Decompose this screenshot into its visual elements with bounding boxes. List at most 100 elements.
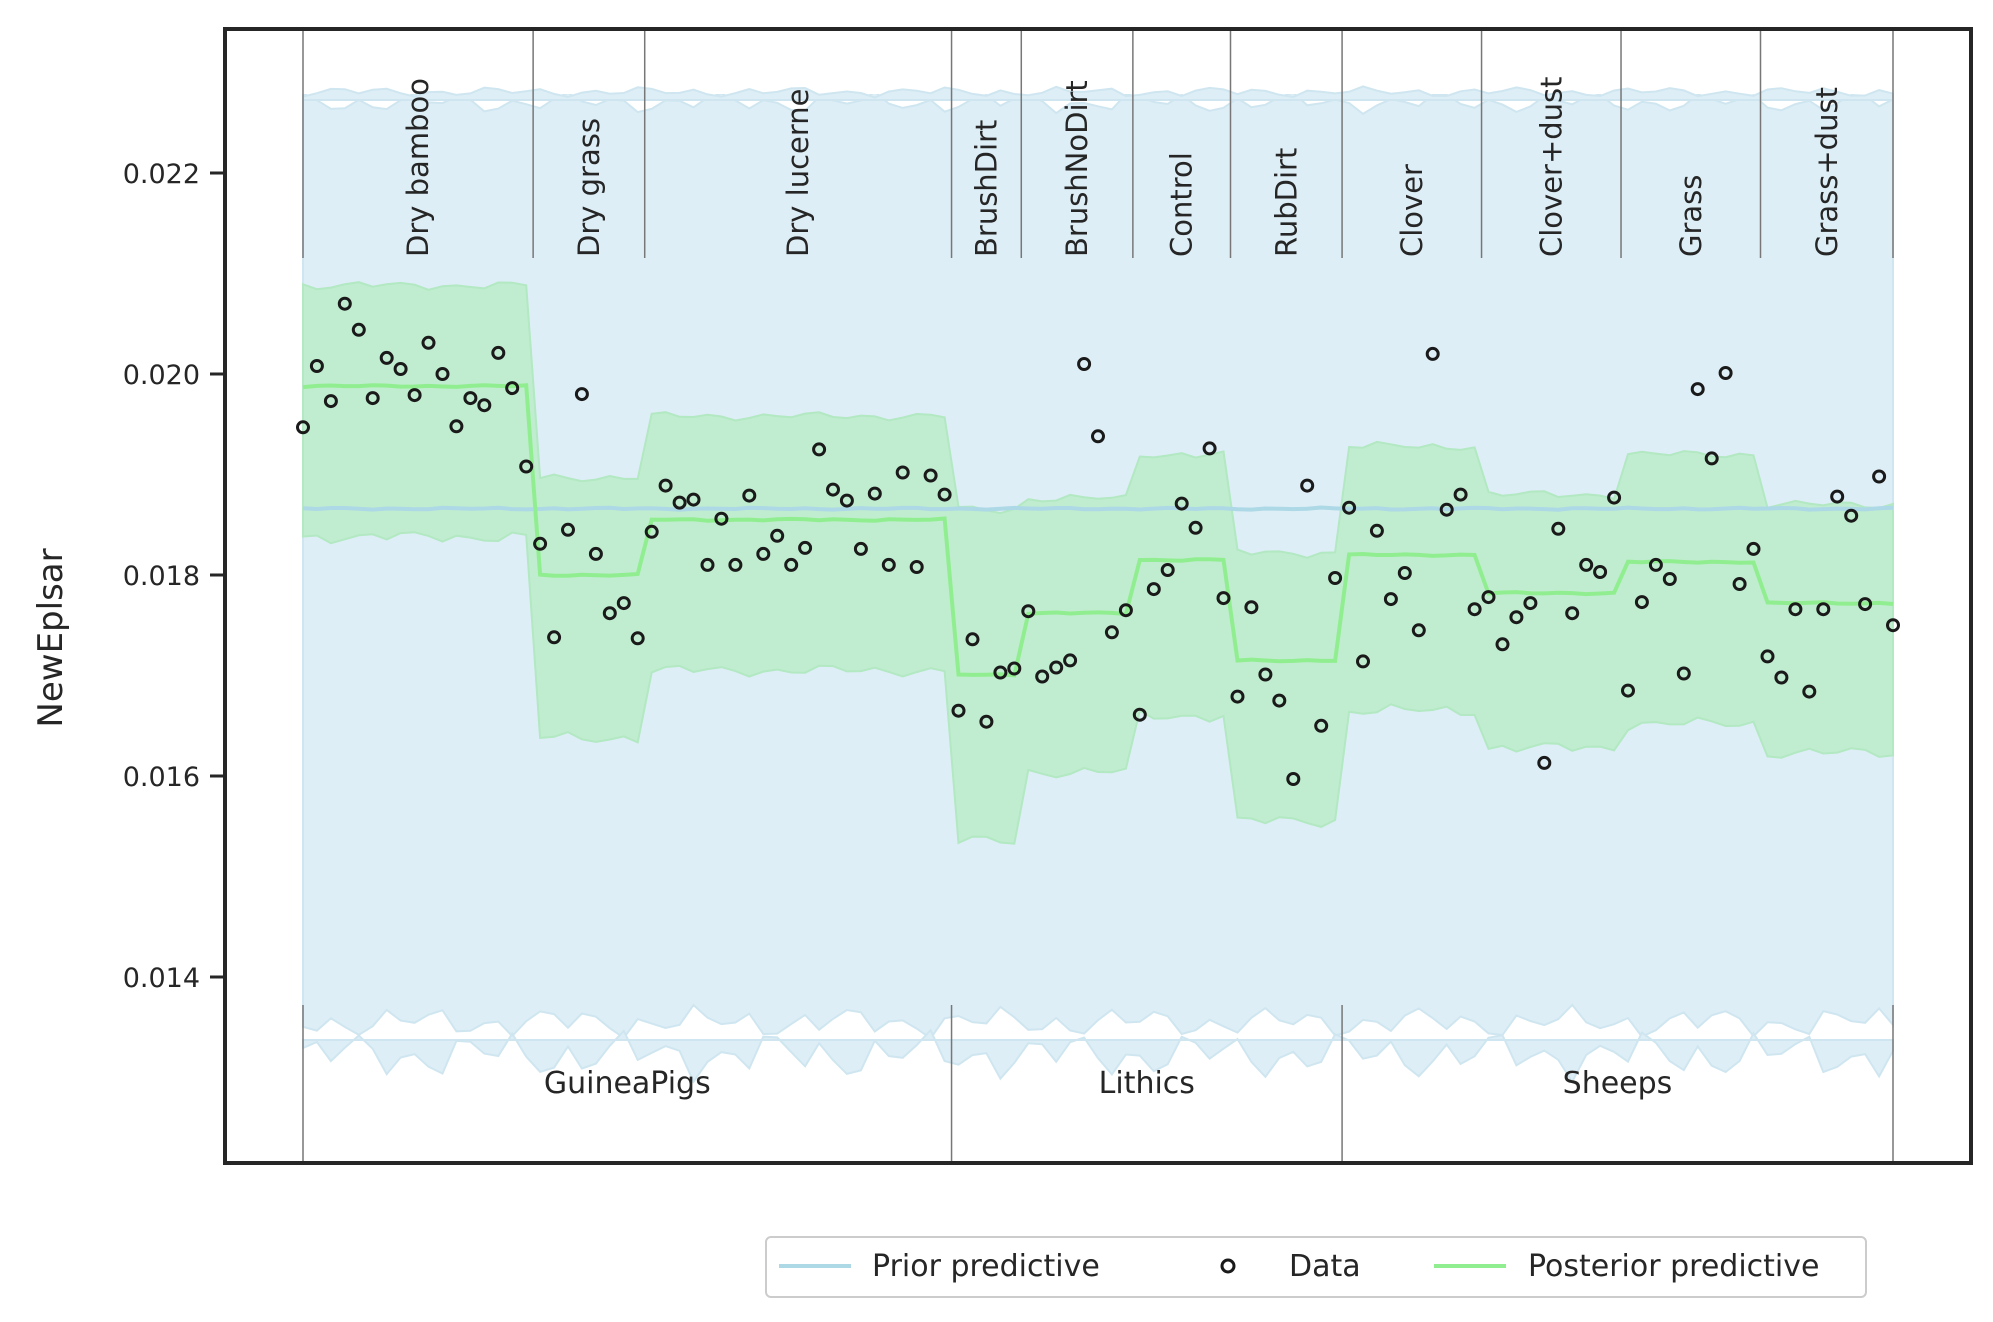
data-point bbox=[1690, 382, 1705, 397]
data-point bbox=[1411, 623, 1426, 638]
data-point bbox=[1676, 666, 1691, 681]
y-tick-label: 0.018 bbox=[123, 561, 200, 592]
data-point bbox=[881, 557, 896, 572]
y-tick-label: 0.020 bbox=[123, 360, 200, 391]
condition-label: BrushNoDirt bbox=[1060, 80, 1094, 257]
data-point bbox=[1607, 490, 1622, 505]
data-point bbox=[1314, 718, 1329, 733]
data-point bbox=[1369, 523, 1384, 538]
data-point bbox=[1146, 582, 1161, 597]
data-point bbox=[463, 391, 478, 406]
condition-label: RubDirt bbox=[1269, 148, 1303, 257]
condition-label: Dry lucerne bbox=[781, 89, 815, 258]
data-point bbox=[1300, 478, 1315, 493]
prior-band-bottom-edge bbox=[302, 1028, 1894, 1084]
data-point bbox=[1509, 610, 1524, 625]
group-label: Sheeps bbox=[1563, 1066, 1673, 1101]
legend-data-label: Data bbox=[1289, 1249, 1361, 1284]
data-point bbox=[1858, 597, 1873, 612]
data-point bbox=[435, 367, 450, 381]
data-point bbox=[1760, 649, 1775, 664]
data-point bbox=[1621, 683, 1635, 698]
data-point bbox=[519, 459, 534, 474]
data-point bbox=[1132, 707, 1147, 722]
data-point bbox=[1886, 618, 1900, 633]
data-point bbox=[1704, 451, 1719, 466]
data-point bbox=[1648, 557, 1663, 572]
data-point bbox=[1662, 572, 1677, 586]
data-point bbox=[1453, 487, 1468, 502]
legend: Prior predictive Data Posterior predicti… bbox=[765, 1236, 1867, 1298]
y-tick-label: 0.016 bbox=[123, 762, 200, 793]
condition-label: Control bbox=[1165, 152, 1199, 257]
data-point bbox=[533, 536, 548, 551]
data-point bbox=[1537, 755, 1552, 770]
data-point bbox=[700, 557, 715, 572]
data-point bbox=[1188, 520, 1203, 535]
data-point bbox=[993, 665, 1008, 680]
data-point bbox=[1551, 521, 1566, 536]
group-label: GuineaPigs bbox=[544, 1066, 711, 1101]
data-point bbox=[798, 540, 813, 555]
data-point bbox=[1356, 654, 1370, 669]
data-point bbox=[421, 335, 436, 350]
condition-label-layer: Dry bamboo Dry grass Dry lucerne BrushDirt B… bbox=[401, 76, 1844, 1101]
data-point bbox=[1593, 565, 1608, 579]
data-point bbox=[1202, 441, 1217, 456]
data-point bbox=[826, 482, 840, 497]
legend-data-marker bbox=[1220, 1258, 1236, 1274]
data-point bbox=[616, 596, 631, 611]
data-point bbox=[1481, 590, 1496, 605]
data-point bbox=[1258, 667, 1273, 682]
data-point bbox=[1718, 366, 1733, 380]
data-point bbox=[770, 528, 785, 543]
data-point bbox=[379, 350, 394, 365]
data-point bbox=[574, 387, 589, 402]
condition-label: Dry bamboo bbox=[401, 78, 435, 257]
data-point bbox=[672, 495, 687, 510]
posterior-predictive-band-layer bbox=[302, 281, 1894, 845]
data-point bbox=[1523, 596, 1538, 611]
condition-label: Clover+dust bbox=[1534, 76, 1568, 257]
data-point bbox=[393, 362, 408, 376]
data-point bbox=[1565, 606, 1580, 621]
y-tick-label: 0.022 bbox=[123, 159, 200, 190]
data-point bbox=[979, 714, 994, 729]
prior-predictive-line-layer bbox=[302, 505, 1894, 512]
data-point bbox=[1118, 603, 1133, 618]
condition-label: Clover bbox=[1395, 164, 1429, 257]
data-point bbox=[407, 388, 422, 403]
legend-prior-label: Prior predictive bbox=[872, 1249, 1100, 1284]
data-point bbox=[1439, 502, 1454, 517]
label-strip-cover-layer bbox=[227, 31, 1969, 1161]
data-point bbox=[365, 391, 380, 406]
data-point bbox=[351, 322, 366, 337]
legend-box bbox=[765, 1236, 1867, 1298]
data-point bbox=[1467, 602, 1482, 617]
data-point bbox=[547, 630, 562, 645]
condition-label: Grass+dust bbox=[1810, 87, 1844, 257]
data-point bbox=[756, 546, 771, 561]
data-point bbox=[1160, 563, 1175, 577]
data-point bbox=[1174, 496, 1189, 511]
data-point bbox=[1383, 592, 1398, 607]
condition-label: BrushDirt bbox=[969, 120, 1003, 257]
data-point bbox=[1007, 661, 1022, 676]
data-point bbox=[1732, 577, 1747, 591]
data-point bbox=[337, 296, 352, 311]
data-point bbox=[1872, 469, 1887, 484]
data-point bbox=[728, 557, 743, 572]
data-point bbox=[1230, 689, 1245, 704]
prior-predictive-line bbox=[302, 505, 1894, 512]
data-point bbox=[951, 703, 966, 718]
data-point bbox=[1035, 669, 1050, 684]
data-point bbox=[658, 478, 673, 493]
data-point bbox=[449, 419, 464, 434]
data-point bbox=[937, 487, 952, 502]
data-point bbox=[1342, 500, 1357, 515]
data-point bbox=[1216, 591, 1231, 606]
posterior-predictive-line-layer bbox=[302, 383, 1894, 678]
legend-posterior-label: Posterior predictive bbox=[1528, 1249, 1819, 1284]
data-point bbox=[477, 398, 492, 413]
